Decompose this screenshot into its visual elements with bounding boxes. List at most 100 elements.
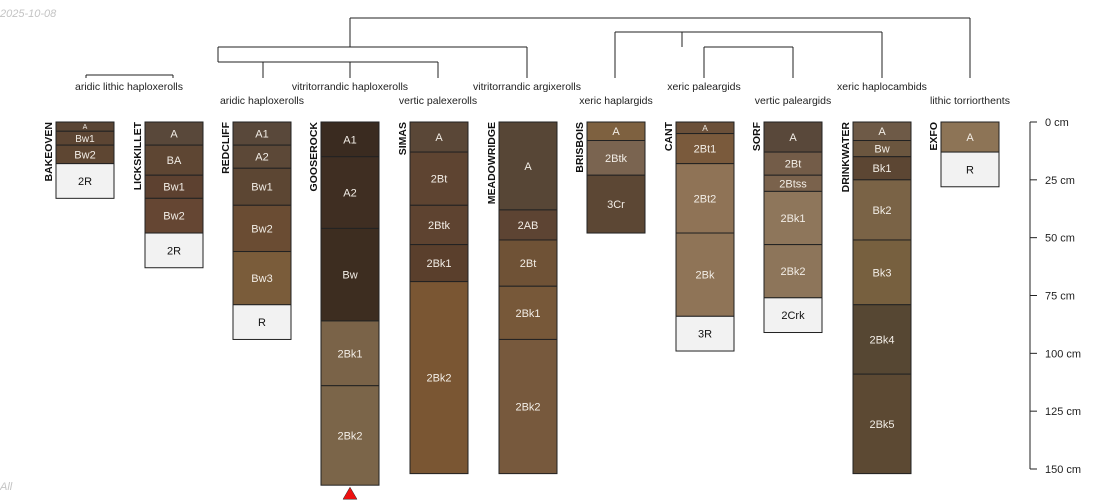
horizon-label: 2Bt (431, 174, 448, 186)
horizon-block (144, 144, 204, 176)
soil-profile: BRISBOIS A 2Btk 3Cr (574, 121, 646, 234)
horizon-label: 2Bt (785, 159, 802, 171)
horizon-label: A2 (255, 152, 268, 164)
taxon-label: xeric haplargids (579, 95, 653, 107)
horizon-label: 2Bk1 (780, 213, 805, 225)
horizon-label: Bw2 (251, 223, 272, 235)
soil-profile: LICKSKILLET A BA Bw1 Bw2 2R (132, 121, 204, 269)
soil-profile: MEADOWRIDGE A 2AB 2Bt 2Bk1 2Bk2 (486, 121, 558, 475)
horizon-label: A (170, 129, 178, 141)
horizon-block (55, 163, 115, 199)
soil-profile: SORF A 2Bt 2Btss 2Bk1 2Bk2 2Crk (751, 121, 823, 334)
horizon-block (320, 227, 380, 322)
depth-tick-label: 150 cm (1045, 464, 1081, 476)
horizon-block (586, 174, 646, 234)
depth-tick-label: 25 cm (1045, 175, 1075, 187)
horizon-label: 2Bk2 (426, 373, 451, 385)
horizon-label: A2 (343, 188, 356, 200)
horizon-block (144, 232, 204, 269)
horizon-block (232, 304, 292, 340)
horizon-block (144, 197, 204, 234)
horizon-block (320, 385, 380, 486)
horizon-label: 2Bk1 (426, 258, 451, 270)
profile-id-label: GOOSEROCK (308, 122, 320, 192)
horizon-block (498, 338, 558, 475)
horizon-label: A (612, 126, 620, 138)
taxon-labels: aridic lithic haploxerolls aridic haploxe… (75, 81, 1010, 107)
horizon-label: A (702, 123, 708, 133)
horizon-block (763, 297, 823, 334)
depth-tick-label: 50 cm (1045, 233, 1075, 245)
horizon-block (498, 239, 558, 287)
horizon-block (232, 251, 292, 306)
depth-axis: 0 cm 25 cm 50 cm 75 cm 100 cm 125 cm 150 cm (1029, 117, 1081, 476)
horizon-label: A (435, 132, 443, 144)
horizon-label: 2Bk1 (515, 308, 540, 320)
profile-id-label: REDCLIFF (220, 121, 232, 173)
taxon-label: xeric paleargids (667, 81, 741, 93)
horizon-label: 2Bk2 (515, 401, 540, 413)
horizon-block (852, 179, 912, 241)
horizon-label: R (258, 317, 266, 329)
horizon-block (763, 190, 823, 246)
horizon-label: Bk2 (873, 205, 892, 217)
horizon-label: Bw1 (75, 134, 95, 145)
depth-tick-label: 100 cm (1045, 348, 1081, 360)
horizon-label: 2Bt1 (694, 144, 717, 156)
horizon-label: Bw3 (251, 273, 272, 285)
soil-profiles: BAKEOVEN A Bw1 Bw2 2R LICKSKILLET A BA Bw1 Bw2 2R R… (43, 121, 1000, 500)
footer-watermark: All (0, 481, 13, 493)
horizon-label: 2R (78, 176, 92, 188)
horizon-label: Bw2 (74, 149, 95, 161)
horizon-block (232, 167, 292, 206)
horizon-label: 2AB (518, 220, 539, 232)
profile-id-label: CANT (663, 121, 675, 151)
profile-id-label: MEADOWRIDGE (486, 122, 498, 204)
horizon-block (763, 244, 823, 299)
horizon-label: 2Bk5 (869, 419, 894, 431)
horizon-label: Bw1 (251, 182, 272, 194)
horizon-label: Bk1 (873, 163, 892, 175)
horizon-label: 2Crk (781, 310, 805, 322)
taxon-label: vitritorrandic haploxerolls (292, 81, 408, 93)
horizon-block (320, 156, 380, 229)
horizon-label: 2Bk (696, 270, 715, 282)
horizon-block (940, 151, 1000, 188)
horizon-block (675, 133, 735, 165)
truncation-marker-icon (342, 486, 358, 500)
horizon-label: 2Bt2 (694, 193, 717, 205)
profile-id-label: LICKSKILLET (132, 121, 144, 190)
horizon-block (852, 304, 912, 375)
profile-id-label: DRINKWATER (840, 122, 852, 193)
horizon-label: Bw (874, 144, 889, 156)
horizon-block (940, 121, 1000, 153)
horizon-label: 2Bt (520, 258, 537, 270)
horizon-label: A1 (343, 134, 356, 146)
horizon-label: Bw (342, 270, 357, 282)
horizon-block (498, 285, 558, 340)
horizon-block (675, 315, 735, 352)
profile-id-label: SORF (751, 121, 763, 151)
depth-tick-label: 0 cm (1045, 117, 1069, 129)
horizon-label: A (966, 132, 974, 144)
horizon-label: 2Btk (605, 153, 628, 165)
horizon-block (498, 209, 558, 241)
horizon-block (409, 204, 469, 246)
horizon-block (320, 320, 380, 387)
horizon-label: 2Btk (428, 220, 451, 232)
horizon-block (763, 121, 823, 153)
horizon-label: 2Bk2 (780, 266, 805, 278)
horizon-block (232, 204, 292, 253)
profile-id-label: EXFO (928, 122, 940, 151)
horizon-block (675, 232, 735, 317)
taxon-label: vertic palexerolls (399, 95, 477, 107)
horizon-label: 2R (167, 245, 181, 257)
profile-id-label: BRISBOIS (574, 122, 586, 173)
profile-id-label: BAKEOVEN (43, 122, 55, 182)
horizon-label: A1 (255, 129, 268, 141)
date-watermark: 2025-10-08 (0, 8, 57, 20)
taxon-label: vertic paleargids (755, 95, 831, 107)
horizon-block (675, 163, 735, 234)
horizon-label: 2Bk4 (869, 334, 894, 346)
soil-profile: BAKEOVEN A Bw1 Bw2 2R (43, 121, 115, 199)
